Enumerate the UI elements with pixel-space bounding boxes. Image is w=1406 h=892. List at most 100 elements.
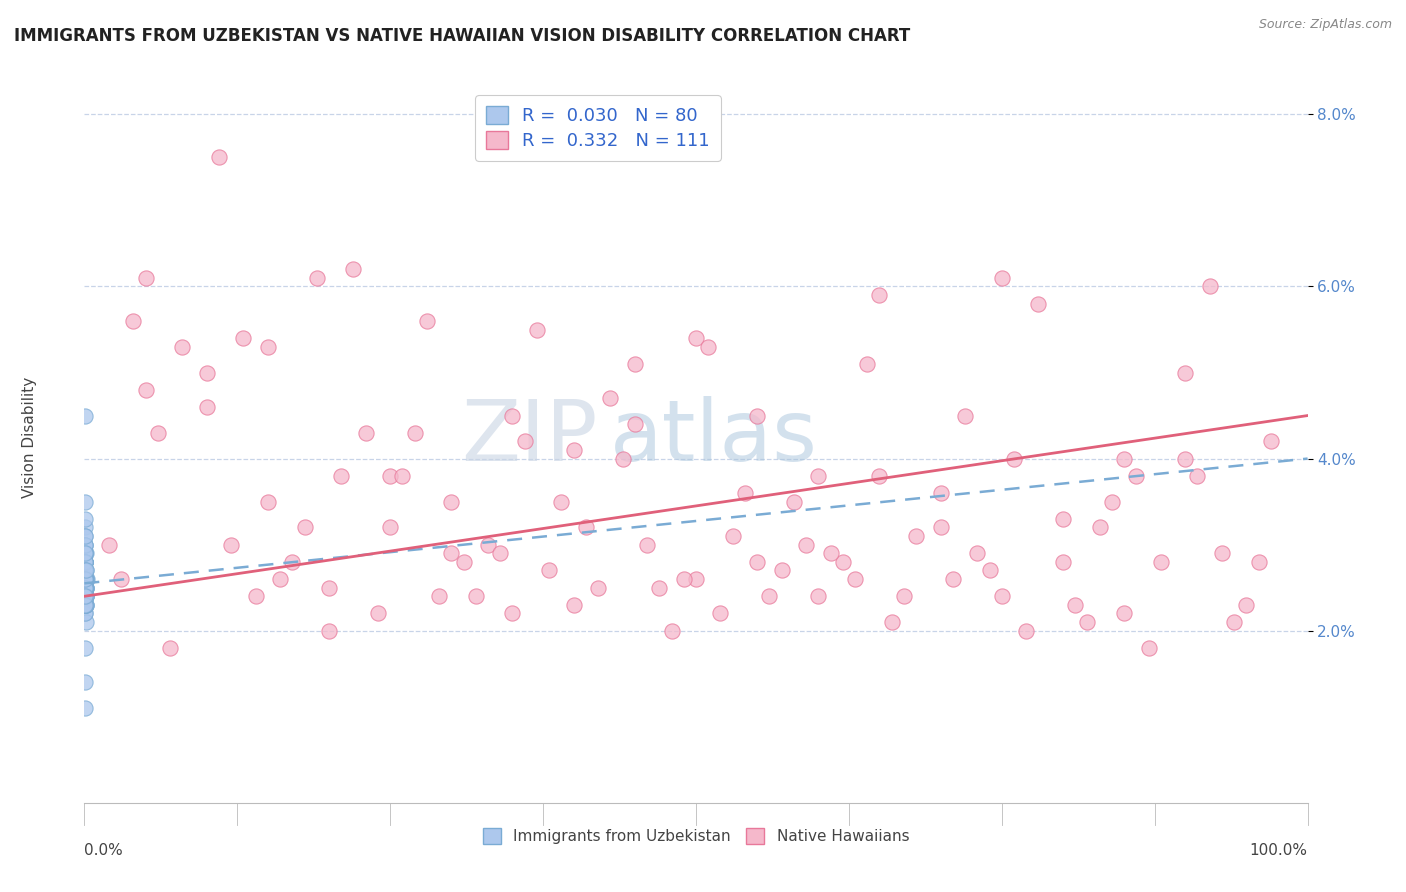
Point [75, 581, 97, 595]
Point [75, 529, 97, 543]
Point [1223, 615, 1246, 629]
Point [575, 520, 598, 534]
Point [73, 598, 96, 612]
Text: 100.0%: 100.0% [1250, 843, 1308, 858]
Point [75, 598, 97, 612]
Point [929, 520, 952, 534]
Point [73, 555, 96, 569]
Point [305, 271, 328, 285]
Text: 0.0%: 0.0% [84, 843, 124, 858]
Point [586, 581, 609, 595]
Point [75, 564, 97, 578]
Point [73, 564, 96, 578]
Point [734, 486, 756, 500]
Point [75, 538, 97, 552]
Point [991, 589, 1014, 603]
Point [330, 468, 353, 483]
Point [75, 529, 97, 543]
Point [1260, 434, 1282, 449]
Point [75, 572, 97, 586]
Point [75, 546, 97, 560]
Point [1187, 468, 1209, 483]
Point [648, 581, 671, 595]
Point [75, 640, 97, 655]
Point [869, 288, 891, 302]
Point [75, 589, 97, 603]
Point [73, 581, 96, 595]
Point [75, 598, 97, 612]
Point [73, 512, 96, 526]
Point [367, 607, 389, 621]
Point [135, 383, 157, 397]
Point [75, 598, 97, 612]
Point [135, 271, 157, 285]
Point [75, 564, 97, 578]
Point [562, 442, 585, 457]
Point [75, 675, 97, 690]
Point [75, 607, 97, 621]
Point [75, 572, 97, 586]
Point [440, 546, 463, 560]
Point [75, 589, 97, 603]
Point [75, 581, 97, 595]
Point [820, 546, 842, 560]
Point [1247, 555, 1270, 569]
Point [526, 322, 548, 336]
Point [636, 538, 658, 552]
Point [1137, 640, 1160, 655]
Point [75, 589, 97, 603]
Point [562, 598, 585, 612]
Point [73, 701, 96, 715]
Point [513, 434, 536, 449]
Point [281, 555, 304, 569]
Point [97, 538, 120, 552]
Point [953, 409, 976, 423]
Point [489, 546, 512, 560]
Point [73, 589, 96, 603]
Point [807, 589, 830, 603]
Legend: Immigrants from Uzbekistan, Native Hawaiians: Immigrants from Uzbekistan, Native Hawai… [477, 822, 915, 850]
Point [929, 486, 952, 500]
Point [75, 589, 97, 603]
Point [146, 425, 169, 440]
Point [747, 409, 769, 423]
Point [122, 314, 145, 328]
Point [856, 357, 879, 371]
Point [75, 546, 97, 560]
Point [75, 581, 97, 595]
Point [1114, 451, 1136, 466]
Point [75, 538, 97, 552]
Point [75, 589, 97, 603]
Text: Vision Disability: Vision Disability [22, 376, 37, 498]
Point [1002, 451, 1025, 466]
Point [464, 589, 486, 603]
Point [75, 555, 97, 569]
Point [75, 615, 97, 629]
Point [75, 555, 97, 569]
Point [966, 546, 988, 560]
Point [75, 564, 97, 578]
Point [75, 598, 97, 612]
Point [905, 529, 928, 543]
Point [880, 615, 903, 629]
Point [219, 538, 242, 552]
Point [110, 572, 132, 586]
Point [1015, 624, 1038, 638]
Point [1028, 296, 1050, 310]
Point [75, 564, 97, 578]
Point [1076, 615, 1098, 629]
Point [1236, 598, 1258, 612]
Point [1101, 494, 1123, 508]
Point [1064, 598, 1087, 612]
Point [159, 640, 181, 655]
Point [75, 555, 97, 569]
Point [195, 366, 218, 380]
Point [502, 409, 524, 423]
Point [208, 150, 231, 164]
Point [73, 598, 96, 612]
Point [1211, 546, 1233, 560]
Point [1174, 451, 1197, 466]
Point [1052, 555, 1074, 569]
Point [172, 340, 194, 354]
Point [73, 572, 96, 586]
